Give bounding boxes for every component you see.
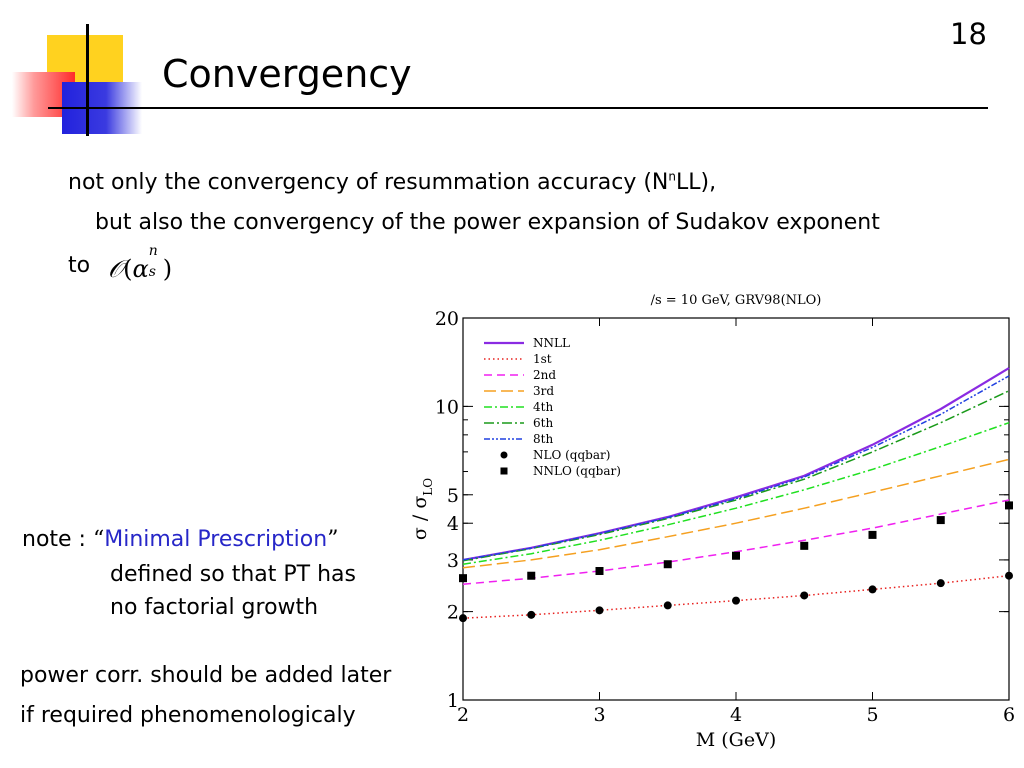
y-tick-label: 20 [435, 308, 459, 330]
point-nnlo-qqbar [732, 551, 740, 560]
body-line-3: to [68, 253, 91, 278]
point-nlo-qqbar [868, 585, 877, 594]
y-axis-label-sub: LO [421, 478, 435, 496]
series-line-8th [462, 375, 1010, 561]
legend-label-2nd: 2nd [533, 368, 556, 382]
series-line-3rd [462, 458, 1010, 569]
y-tick-label: 1 [447, 690, 459, 712]
power-corr-line-2: if required phenomenologicaly [20, 703, 356, 728]
point-nnlo-qqbar [459, 574, 467, 583]
x-tick-label: 2 [457, 704, 469, 726]
y-tick-label: 10 [435, 396, 459, 418]
point-nnlo-qqbar [1005, 501, 1013, 510]
y-tick-label: 3 [447, 550, 459, 572]
point-nlo-qqbar [732, 596, 740, 605]
formula-alpha: α [132, 255, 149, 283]
body-line-2: but also the convergency of the power ex… [95, 210, 880, 235]
series-line-1st [462, 574, 1010, 619]
body-line-1-sup: n [668, 169, 676, 184]
formula-O: 𝒪 [108, 255, 124, 283]
slide-title: Convergency [162, 52, 412, 96]
note-open-quote: “ [92, 527, 105, 552]
note-term: Minimal Prescription [104, 527, 328, 552]
x-tick-label: 6 [1003, 704, 1015, 726]
power-corr-line-1: power corr. should be added later [20, 663, 392, 688]
x-tick-label: 5 [866, 704, 878, 726]
note-continuation-2: no factorial growth [110, 595, 319, 620]
point-nlo-qqbar [800, 591, 809, 600]
point-nnlo-qqbar [595, 567, 604, 576]
y-tick-label: 2 [447, 602, 459, 624]
x-tick-label: 4 [730, 704, 742, 726]
decor-vertical-line [86, 24, 89, 136]
point-nnlo-qqbar [663, 560, 672, 569]
point-nlo-qqbar [663, 601, 672, 610]
formula-open: ( [123, 255, 133, 283]
x-tick-label: 3 [593, 704, 605, 726]
formula-sup: n [148, 243, 158, 259]
note-prefix: note : [22, 527, 93, 552]
point-nlo-qqbar [527, 610, 536, 619]
body-line-1-b: LL), [676, 170, 717, 195]
y-axis-label: σ / σLO [409, 478, 435, 540]
point-nlo-qqbar [936, 579, 945, 588]
y-axis-label-main: σ / σ [409, 496, 431, 540]
legend-label-nlo-qqbar: NLO (qqbar) [533, 448, 610, 462]
title-underline [48, 107, 988, 109]
point-nnlo-qqbar [527, 571, 536, 580]
legend-label-1st: 1st [533, 352, 552, 366]
body-line-1: not only the convergency of resummation … [68, 170, 716, 195]
legend-label-nnll: NNLL [533, 336, 570, 350]
legend-label-4th: 4th [533, 400, 553, 414]
point-nlo-qqbar [595, 606, 604, 615]
formula-close: ) [162, 255, 173, 283]
note-close-quote: ” [327, 527, 339, 552]
series-line-4th [462, 421, 1010, 565]
point-nlo-qqbar [1005, 571, 1013, 580]
legend-label-6th: 6th [533, 416, 553, 430]
page-number: 18 [950, 17, 987, 51]
point-nlo-qqbar [459, 614, 467, 623]
chart-title: /s = 10 GeV, GRV98(NLO) [651, 293, 822, 308]
point-nnlo-qqbar [868, 530, 877, 539]
legend-label-3rd: 3rd [533, 384, 554, 398]
legend-swatch-nlo-qqbar [500, 451, 508, 459]
legend-label-8th: 8th [533, 432, 553, 446]
body-line-1-a: not only the convergency of resummation … [68, 170, 669, 195]
note-continuation-1: defined so that PT has [110, 562, 356, 587]
legend-swatch-nnlo-qqbar [500, 467, 508, 475]
x-axis-label: M (GeV) [696, 729, 776, 751]
note-line: note : “Minimal Prescription” [22, 527, 338, 552]
formula-order-alpha-s-n: 𝒪(α n s) [108, 243, 173, 283]
formula-sub: s [148, 264, 156, 280]
y-tick-label: 5 [447, 485, 459, 507]
y-tick-label: 4 [447, 513, 459, 535]
point-nnlo-qqbar [800, 541, 809, 550]
legend-label-nnlo-qqbar: NNLO (qqbar) [533, 464, 621, 478]
point-nnlo-qqbar [936, 516, 945, 525]
series-line-2nd [462, 499, 1010, 585]
